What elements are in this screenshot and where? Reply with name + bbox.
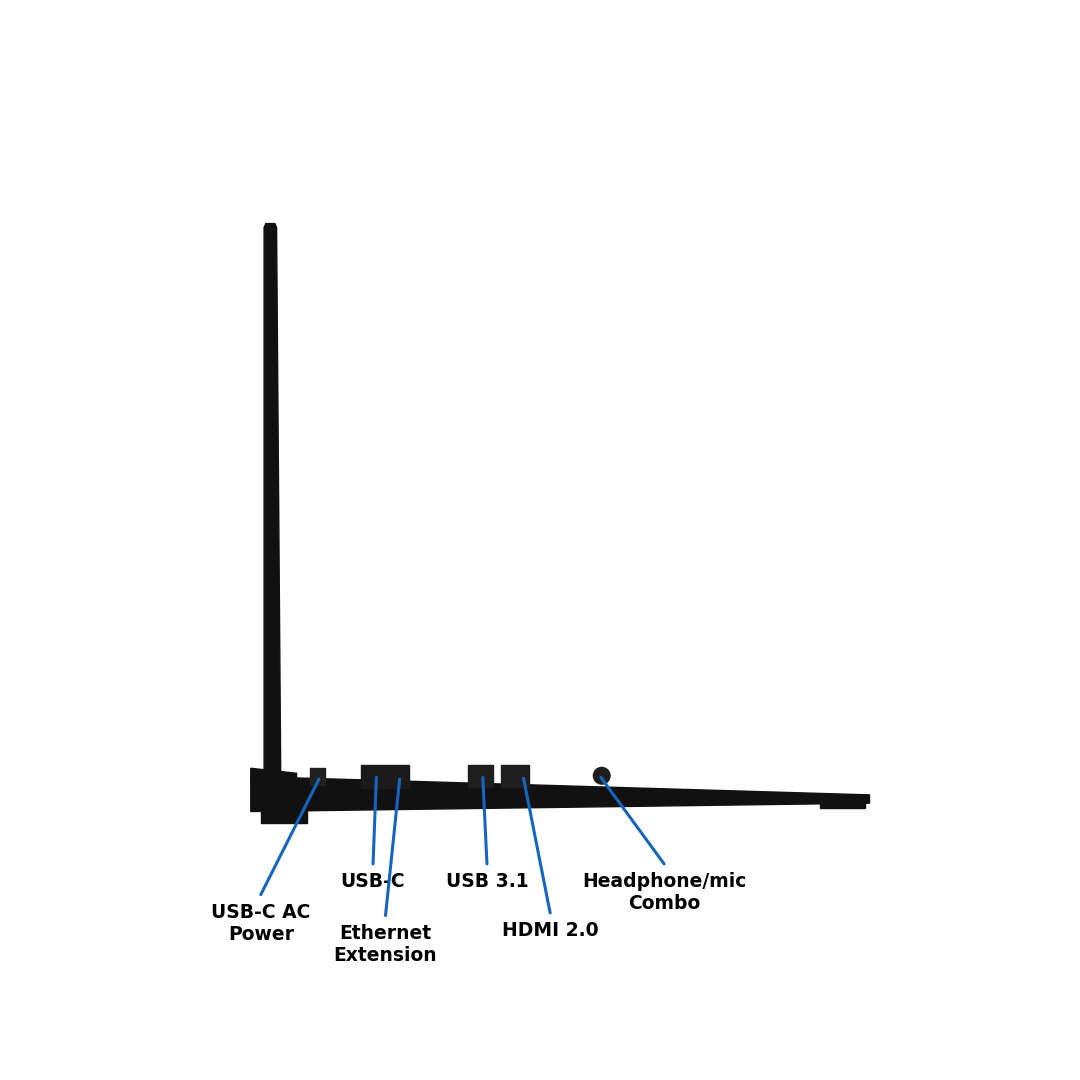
Circle shape bbox=[593, 768, 610, 784]
Polygon shape bbox=[265, 228, 281, 777]
Text: HDMI 2.0: HDMI 2.0 bbox=[502, 921, 598, 941]
Bar bbox=[468, 765, 492, 786]
Polygon shape bbox=[251, 768, 297, 783]
Polygon shape bbox=[251, 777, 869, 811]
Bar bbox=[820, 800, 865, 808]
Text: Headphone/mic
Combo: Headphone/mic Combo bbox=[582, 873, 746, 914]
Polygon shape bbox=[265, 224, 276, 228]
Text: USB 3.1: USB 3.1 bbox=[446, 873, 528, 891]
Bar bbox=[310, 768, 325, 785]
Bar bbox=[260, 810, 307, 823]
Text: USB-C AC
Power: USB-C AC Power bbox=[211, 903, 310, 944]
Text: Ethernet
Extension: Ethernet Extension bbox=[334, 923, 437, 964]
Bar bbox=[501, 765, 529, 786]
Text: USB-C: USB-C bbox=[340, 873, 405, 891]
FancyBboxPatch shape bbox=[361, 765, 409, 788]
